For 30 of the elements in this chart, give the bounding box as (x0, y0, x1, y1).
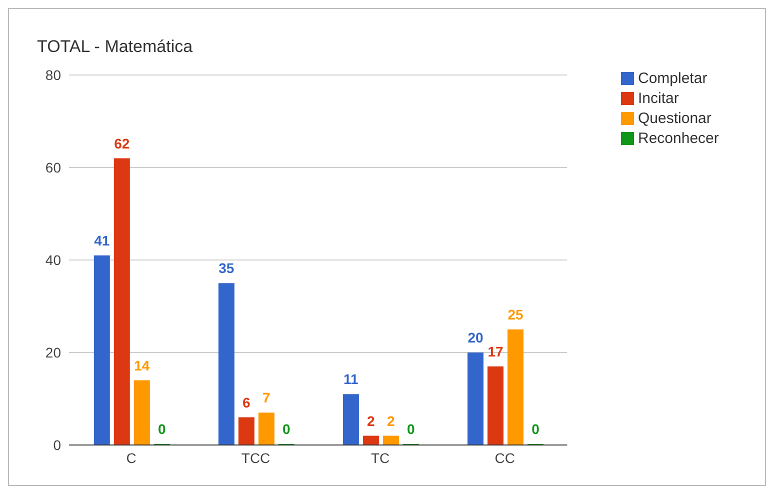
data-label: 11 (344, 371, 359, 388)
x-tick-label: CC (494, 450, 515, 466)
data-label: 35 (218, 260, 234, 276)
data-label: 6 (242, 394, 251, 410)
chart-title: TOTAL - Matemática (37, 37, 193, 57)
data-label: 0 (282, 421, 291, 437)
data-label: 17 (488, 343, 504, 360)
y-tick-label: 80 (45, 66, 62, 83)
y-tick-label: 0 (53, 436, 62, 453)
data-label: 0 (158, 421, 166, 437)
data-label: 0 (407, 421, 416, 437)
data-label: 2 (387, 412, 396, 429)
data-label: 7 (262, 390, 271, 406)
data-label: 14 (134, 357, 150, 374)
y-tick-label: 60 (45, 159, 62, 176)
data-label: 62 (114, 135, 130, 152)
x-tick-label: C (126, 450, 136, 466)
data-label: 0 (532, 421, 540, 437)
x-tick-label: TC (370, 450, 390, 466)
data-label: 2 (367, 412, 376, 429)
data-label: 20 (468, 330, 484, 346)
legend-label: Completar (638, 70, 708, 87)
legend-label: Incitar (638, 90, 679, 107)
data-label: 41 (94, 232, 110, 248)
data-label: 25 (508, 306, 524, 322)
legend-label: Reconhecer (638, 130, 719, 147)
y-tick-label: 40 (45, 252, 62, 268)
legend-label: Questionar (638, 110, 712, 127)
x-tick-label: TCC (241, 450, 270, 466)
y-tick-label: 20 (45, 344, 62, 360)
